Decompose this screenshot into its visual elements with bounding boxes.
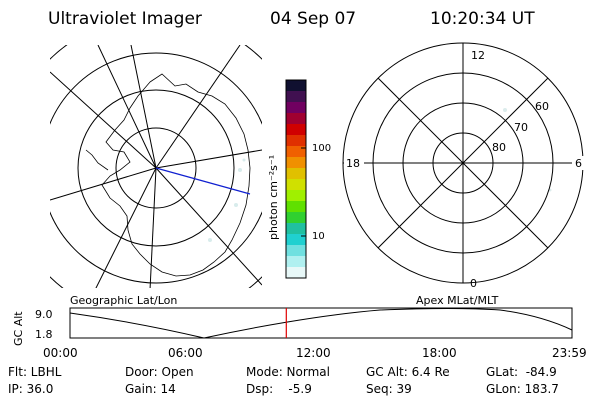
- colorbar-band: [286, 212, 306, 224]
- meridian: [155, 167, 262, 286]
- geographic-map: [50, 45, 262, 288]
- meridian: [130, 45, 157, 169]
- colorbar-band: [286, 190, 306, 202]
- status-glon: GLon: 183.7: [486, 382, 559, 396]
- colorbar-band: [286, 80, 306, 92]
- mlt-label-18: 18: [346, 157, 360, 170]
- label-bg: [469, 48, 485, 61]
- colorbar-band: [286, 179, 306, 191]
- mlat-label-80: 80: [492, 141, 506, 154]
- colorbar-band: [286, 168, 306, 180]
- xtick-06-00: 06:00: [168, 346, 203, 360]
- colorbar-unit-label: photon cm⁻²s⁻¹: [267, 155, 280, 240]
- colorbar-band: [286, 223, 306, 235]
- mlt-label-0: 0: [470, 277, 477, 290]
- colorbar-band: [286, 256, 306, 268]
- aurora-specks: [208, 158, 246, 242]
- xtick-23-59: 23:59: [552, 346, 587, 360]
- mlat-label-60: 60: [535, 100, 549, 113]
- lat-circle-inner: [115, 127, 197, 209]
- status-door: Door: Open: [125, 365, 194, 379]
- ytick-1-8: 1.8: [35, 328, 53, 341]
- xtick-12-00: 12:00: [296, 346, 331, 360]
- mlat-circle-60: [372, 72, 554, 254]
- status-mode: Mode: Normal: [246, 365, 330, 379]
- app-title: Ultraviolet Imager: [48, 9, 202, 29]
- observation-date: 04 Sep 07: [270, 9, 356, 29]
- xtick-00-00: 00:00: [43, 346, 78, 360]
- gc-altitude-curve: [69, 308, 573, 339]
- xtick-18-00: 18:00: [422, 346, 457, 360]
- ytick-9-0: 9.0: [35, 308, 53, 321]
- status-gc-alt: GC Alt: 6.4 Re: [366, 365, 450, 379]
- timeline-ylabel: GC Alt: [12, 311, 25, 346]
- lat-circle-2: [77, 89, 235, 247]
- meridian: [149, 167, 157, 288]
- meridian: [95, 167, 157, 288]
- colorbar-gradient: [286, 80, 306, 279]
- colorbar-tick-label-100: 100: [312, 143, 331, 154]
- colorbar-band: [286, 201, 306, 213]
- left-panel-label: Geographic Lat/Lon: [70, 294, 177, 307]
- status-gain: Gain: 14: [125, 382, 176, 396]
- colorbar-band: [286, 267, 306, 279]
- colorbar-band: [286, 234, 306, 246]
- meridian: [97, 45, 157, 169]
- status-glat: GLat: -84.9: [486, 365, 557, 379]
- colorbar-band: [286, 135, 306, 147]
- colorbar-band: [286, 245, 306, 257]
- orbit-timeline: GC Alt 9.0 1.8 00:00 06:00 12:00 18:00 2…: [12, 307, 587, 360]
- mlt-label-6: 6: [575, 157, 582, 170]
- colorbar-band: [286, 146, 306, 158]
- colorbar-band: [286, 124, 306, 136]
- status-dsp: Dsp: -5.9: [246, 382, 312, 396]
- peninsula: [85, 149, 109, 171]
- colorbar-band: [286, 157, 306, 169]
- timeline-frame: [69, 307, 573, 339]
- label-bg: [344, 156, 364, 170]
- label-bg: [572, 156, 586, 170]
- status-panel: Flt: LBHL IP: 36.0 Door: Open Gain: 14 M…: [8, 365, 559, 396]
- colorbar-frame: [285, 79, 307, 279]
- status-ip: IP: 36.0: [8, 382, 53, 396]
- meridian: [155, 45, 241, 169]
- coastline: [101, 73, 251, 277]
- colorbar-band: [286, 91, 306, 103]
- colorbar: 100 10 photon cm⁻²s⁻¹: [267, 79, 331, 279]
- mlt-label-12: 12: [471, 49, 485, 62]
- colorbar-tick-label-10: 10: [312, 231, 325, 242]
- mlat-circle-70: [402, 102, 524, 224]
- colorbar-band: [286, 102, 306, 114]
- meridian: [155, 149, 262, 169]
- status-seq: Seq: 39: [366, 382, 412, 396]
- meridian: [50, 71, 157, 169]
- polar-plot: [342, 42, 584, 284]
- mlat-label-70: 70: [514, 121, 528, 134]
- mlt-diagonal: [377, 77, 549, 249]
- noon-meridian: [155, 167, 251, 195]
- status-filter: Flt: LBHL: [8, 365, 62, 379]
- mlat-circle-80: [432, 132, 494, 194]
- lat-circle-3: [50, 52, 262, 284]
- right-panel-label: Apex MLat/MLT: [416, 294, 499, 307]
- colorbar-band: [286, 113, 306, 125]
- observation-time: 10:20:34 UT: [430, 9, 535, 29]
